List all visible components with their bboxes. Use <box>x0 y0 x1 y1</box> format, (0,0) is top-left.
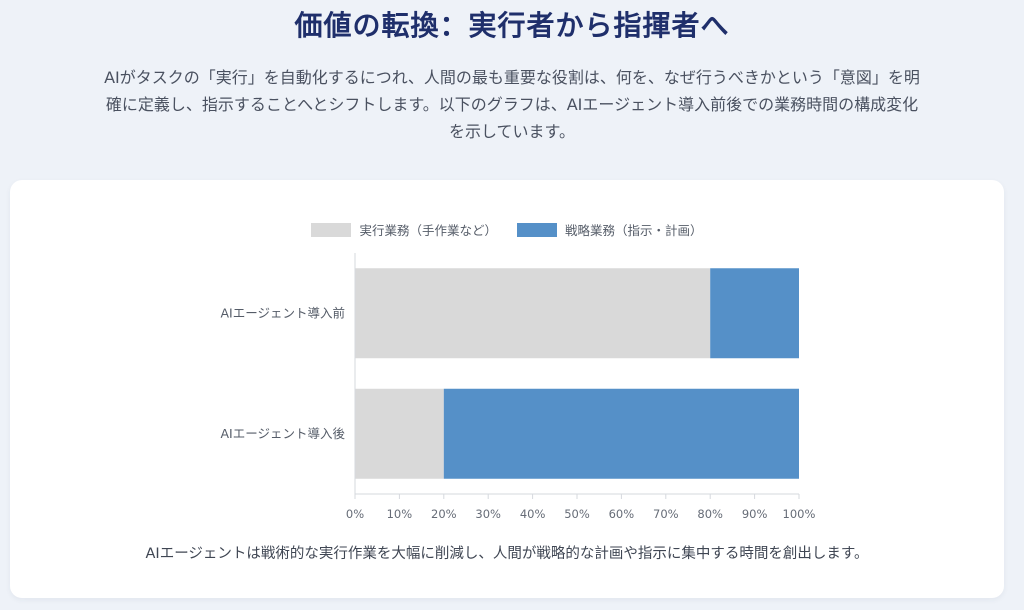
x-tick-label: 90% <box>742 507 768 521</box>
bar-strategy-before[interactable] <box>710 268 799 359</box>
x-tick-label: 40% <box>520 507 546 521</box>
category-label-after: AIエージェント導入後 <box>221 426 346 441</box>
category-label-before: AIエージェント導入前 <box>221 305 346 320</box>
chart-card: 実行業務（手作業など） 戦略業務（指示・計画） AIエージェント導入前 AIエージ… <box>10 180 1004 598</box>
chart-legend: 実行業務（手作業など） 戦略業務（指示・計画） <box>10 220 1004 239</box>
stacked-bar-chart: AIエージェント導入前 AIエージェント導入後 0% 10% 20% 30% 40% 50% 6… <box>221 253 816 521</box>
legend-item-strategy[interactable]: 戦略業務（指示・計画） <box>517 220 703 239</box>
legend-swatch-strategy <box>517 222 557 237</box>
page-title: 価値の転換：実行者から指揮者へ <box>294 9 730 42</box>
bar-execution-before[interactable] <box>355 268 711 359</box>
legend-label-execution: 実行業務（手作業など） <box>359 223 497 238</box>
bar-strategy-after[interactable] <box>443 388 799 479</box>
x-tick-label: 20% <box>431 507 457 521</box>
x-tick-label: 100% <box>783 507 816 521</box>
x-tick-label: 80% <box>697 507 723 521</box>
x-tick-label: 60% <box>609 507 635 521</box>
bar-execution-after[interactable] <box>355 388 444 479</box>
x-tick-label: 70% <box>653 507 679 521</box>
legend-label-strategy: 戦略業務（指示・計画） <box>565 223 703 238</box>
x-tick-label: 50% <box>564 507 590 521</box>
x-tick-label: 10% <box>387 507 413 521</box>
intro-paragraph: AIがタスクの「実行」を自動化するにつれ、人間の最も重要な役割は、何を、なぜ行う… <box>104 68 920 141</box>
legend-item-execution[interactable]: 実行業務（手作業など） <box>311 220 497 239</box>
legend-swatch-execution <box>311 222 352 237</box>
x-tick-label: 0% <box>346 507 364 521</box>
x-tick-label: 30% <box>475 507 501 521</box>
chart-caption: AIエージェントは戦術的な実行作業を大幅に削減し、人間が戦略的な計画や指示に集中… <box>145 546 869 562</box>
